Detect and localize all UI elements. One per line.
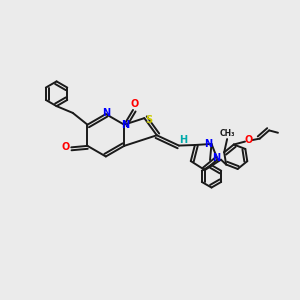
- Text: N: N: [122, 120, 130, 130]
- Text: N: N: [212, 153, 220, 163]
- Text: O: O: [61, 142, 70, 152]
- Text: N: N: [102, 108, 110, 118]
- Text: N: N: [205, 139, 213, 149]
- Text: O: O: [130, 99, 139, 109]
- Text: CH₃: CH₃: [219, 129, 235, 138]
- Text: H: H: [179, 135, 188, 145]
- Text: S: S: [145, 115, 152, 124]
- Text: O: O: [244, 135, 253, 145]
